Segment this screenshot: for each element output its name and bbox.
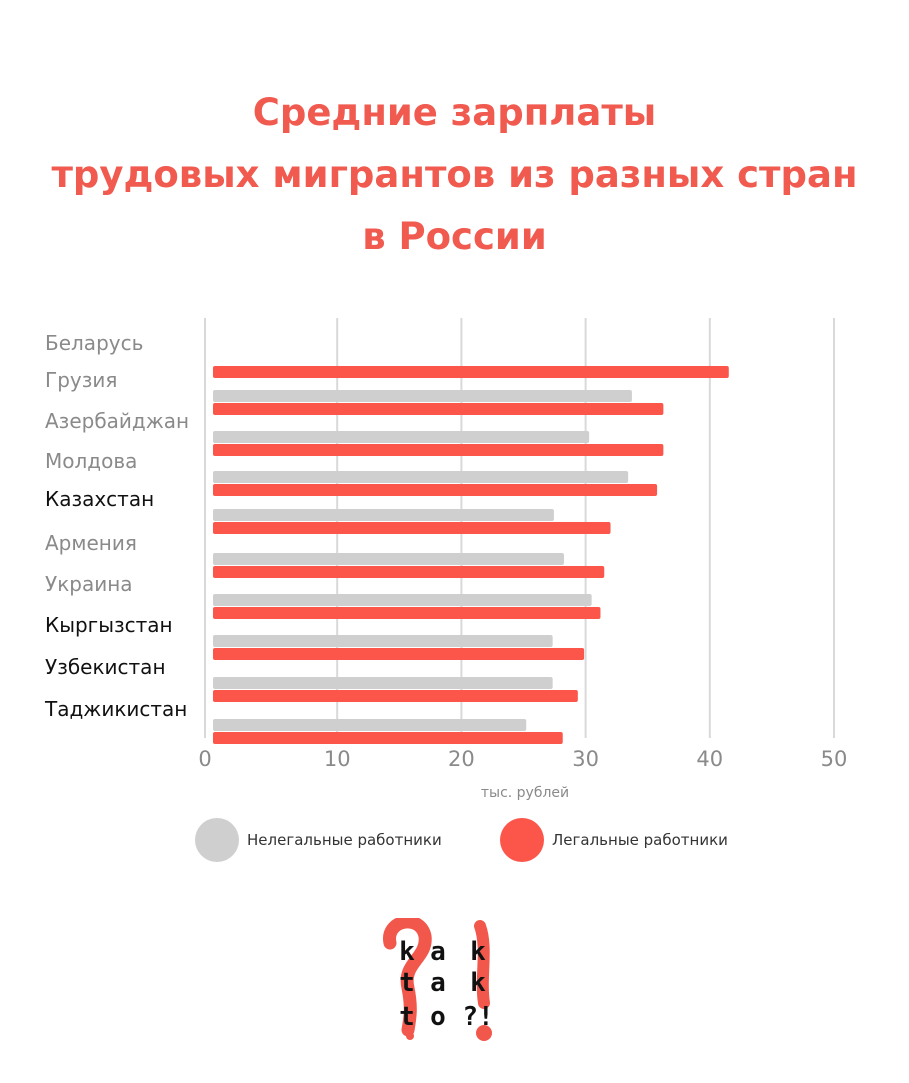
title-line-1: Средние зарплаты [252,91,657,134]
logo-letter: k [399,937,415,967]
bar-illegal [213,471,629,483]
logo-letter: a [430,937,446,967]
x-tick-label: 50 [821,747,848,771]
bar-legal [213,366,729,378]
category-labels: Беларусь Грузия Азербайджан Молдова Казахста… [44,331,189,721]
bar-illegal [213,553,564,565]
x-tick-label: 0 [198,747,211,771]
logo-letter: t [399,1002,415,1032]
category-label: Армения [45,531,137,555]
bar-illegal [213,431,590,443]
category-label: Азербайджан [45,409,189,433]
title-line-2: трудовых мигрантов из разных стран [51,153,858,196]
bar-legal [213,648,585,660]
bars [213,366,729,744]
kaktakto-logo: k a kt a kt o?! [383,918,494,1041]
x-tick-label: 20 [448,747,475,771]
bar-legal [213,607,601,619]
category-label: Таджикистан [44,697,187,721]
category-label: Беларусь [45,331,143,355]
bar-illegal [213,390,632,402]
category-label: Украина [45,572,133,596]
legend-legal: Легальные работники [500,818,728,862]
bar-illegal [213,677,553,689]
x-tick-label: 40 [696,747,723,771]
logo-letter: ?! [462,1002,493,1032]
bar-legal [213,732,563,744]
category-label: Узбекистан [45,655,166,679]
category-label: Молдова [45,449,137,473]
logo-letters: k a kt a kt o?! [399,937,493,1032]
bar-chart: Беларусь Грузия Азербайджан Молдова Казахста… [44,318,847,801]
x-tick-label: 10 [324,747,351,771]
bar-legal [213,484,658,496]
legend-label-illegal: Нелегальные работники [247,831,442,849]
category-label: Кыргызстан [45,613,173,637]
bar-legal [213,444,664,456]
category-label: Казахстан [45,487,154,511]
logo-letter: k [470,968,486,998]
chart-title: Средние зарплаты трудовых мигрантов из р… [0,82,909,268]
logo-letter: t [399,968,415,998]
legend-swatch-legal [500,818,544,862]
legend-label-legal: Легальные работники [552,831,728,849]
legend-swatch-illegal [195,818,239,862]
x-axis-label: тыс. рублей [481,785,569,801]
bar-illegal [213,509,554,521]
bar-legal [213,690,578,702]
logo-letter: o [430,1002,446,1032]
bar-illegal [213,719,527,731]
bar-legal [213,566,605,578]
bar-legal [213,403,664,415]
logo-letter: k [470,937,486,967]
bar-legal [213,522,611,534]
x-tick-label: 30 [572,747,599,771]
logo-letter: a [430,968,446,998]
bar-illegal [213,635,553,647]
bar-illegal [213,594,592,606]
legend-illegal: Нелегальные работники [195,818,442,862]
title-line-3: в России [362,215,547,258]
logo-question-marks-shape [383,918,492,1041]
x-tick-labels: 0 10 20 30 40 50 [198,747,847,771]
category-label: Грузия [45,368,117,392]
